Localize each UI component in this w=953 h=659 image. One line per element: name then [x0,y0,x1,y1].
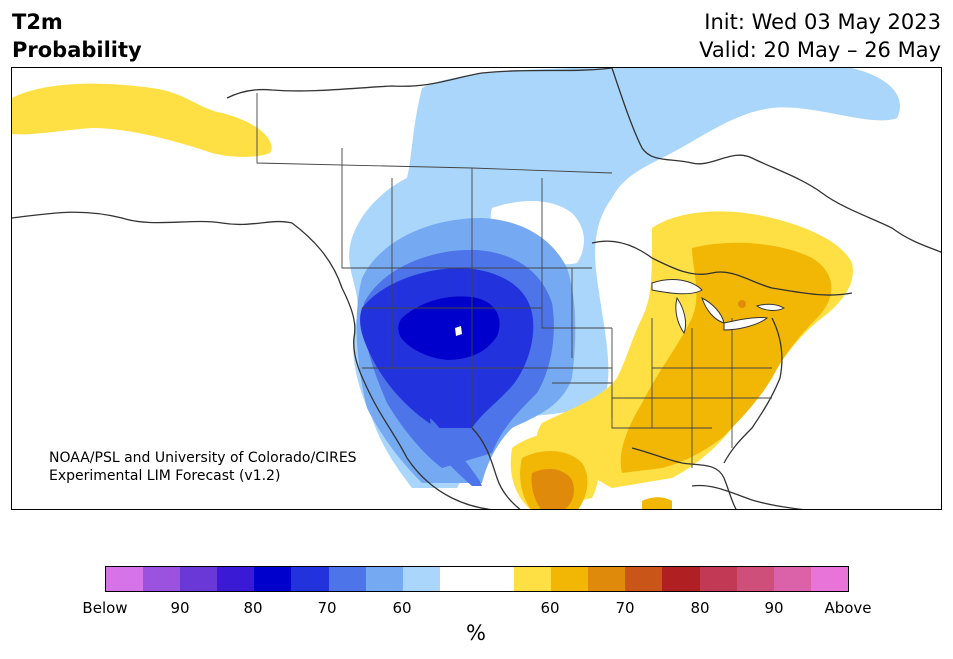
valid-range: Valid: 20 May – 26 May [699,38,941,62]
colorbar-segment [625,567,663,591]
great-lakes [651,279,786,335]
colorbar-segment [180,567,218,591]
data-source-credit: NOAA/PSL and University of Colorado/CIRE… [49,449,357,485]
colorbar-segment [736,567,774,591]
colorbar-segment [588,567,626,591]
salt-lake [455,326,462,336]
colorbar [105,566,849,592]
colorbar-segment [699,567,737,591]
forecast-map [11,67,942,510]
credit-line-2: Experimental LIM Forecast (v1.2) [49,468,281,484]
title-type: Probability [12,38,142,62]
colorbar-tick-label: Above [824,599,872,617]
colorbar-segment [514,567,552,591]
region-east-above-2 [620,242,832,473]
coastlines [12,68,941,509]
colorbar-segment [551,567,589,591]
colorbar-segment [328,567,366,591]
colorbar-segment [476,567,515,591]
region-alaska-above [12,83,272,157]
colorbar-tick-label: 70 [317,599,337,617]
colorbar-segment [439,567,477,591]
colorbar-tick-label: Below [82,599,128,617]
colorbar-tick-label: 60 [392,599,412,617]
colorbar-segment [365,567,403,591]
colorbar-segment [217,567,255,591]
colorbar-tick-label: 70 [615,599,635,617]
colorbar-tick-label: 80 [243,599,263,617]
colorbar-segment [291,567,329,591]
colorbar-tick-label: 80 [690,599,710,617]
region-ohio-spot [738,300,746,308]
forecast-dates: Init: Wed 03 May 2023 Valid: 20 May – 26… [699,8,941,64]
region-west-below-5 [398,296,500,360]
colorbar-tick-label: 90 [170,599,190,617]
colorbar-tick-label: 90 [764,599,784,617]
state-borders [256,93,772,468]
colorbar-segment [773,567,811,591]
colorbar-segment [143,567,181,591]
map-title: T2m Probability [12,8,142,64]
colorbar-segment [662,567,700,591]
region-texas-above-3 [531,468,574,509]
colorbar-segment [254,567,292,591]
title-variable: T2m [12,10,63,34]
region-mexico-above [642,497,672,509]
colorbar-tick-label: 60 [540,599,560,617]
region-baja-blue [430,418,482,486]
colorbar-segment [402,567,440,591]
colorbar-segment [106,567,144,591]
init-date: Init: Wed 03 May 2023 [704,10,941,34]
colorbar-unit: % [466,621,486,645]
map-svg [12,68,941,509]
credit-line-1: NOAA/PSL and University of Colorado/CIRE… [49,450,357,466]
colorbar-segment [810,567,848,591]
